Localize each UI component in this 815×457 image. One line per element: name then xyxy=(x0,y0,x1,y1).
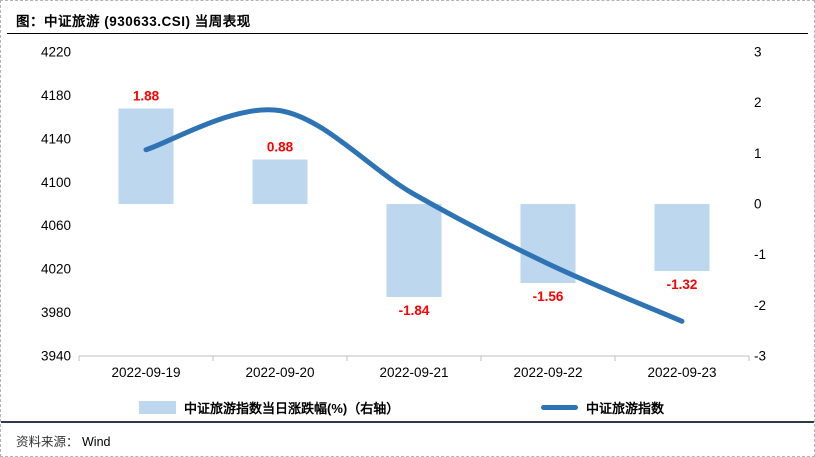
legend-label-bar-series: 中证旅游指数当日涨跌幅(%)（右轴） xyxy=(184,400,400,416)
combo-chart: 1.88 0.88 -1.84 -1.56 -1.32 4220 4180 4140 4100 4… xyxy=(41,45,766,381)
right-axis-tick-label: 2 xyxy=(754,95,762,110)
source-value: Wind xyxy=(82,435,111,449)
right-axis-tick-label: 0 xyxy=(754,197,762,212)
source-row: 资料来源： Wind xyxy=(16,431,110,450)
chart-title: 图：中证旅游 (930633.CSI) 当周表现 xyxy=(16,14,251,29)
bar-2022-09-19 xyxy=(118,108,174,204)
source-label: 资料来源： xyxy=(16,435,79,449)
legend-item-line-series: 中证旅游指数 xyxy=(541,398,664,416)
right-axis-tick-label: 3 xyxy=(754,45,762,60)
source-divider xyxy=(1,421,814,423)
right-axis-tick-label: -1 xyxy=(754,247,766,262)
x-axis-label: 2022-09-19 xyxy=(111,365,180,380)
left-axis-tick-label: 3980 xyxy=(41,305,71,320)
x-axis-label: 2022-09-23 xyxy=(647,365,716,380)
left-axis-tick-label: 4100 xyxy=(41,175,71,190)
index-line xyxy=(143,107,685,324)
left-axis-tick-label: 3940 xyxy=(41,349,71,364)
bar-series-swatch xyxy=(139,400,176,414)
left-axis-tick-label: 4140 xyxy=(41,131,71,146)
bar-data-label: -1.32 xyxy=(667,277,698,292)
bar-data-label: -1.84 xyxy=(399,303,430,318)
bar-2022-09-21 xyxy=(386,204,442,298)
left-axis-tick-label: 4020 xyxy=(41,262,71,277)
left-axis-tick-label: 4060 xyxy=(41,218,71,233)
chart-legend: 中证旅游指数当日涨跌幅(%)（右轴） 中证旅游指数 xyxy=(1,398,814,416)
legend-label-line-series: 中证旅游指数 xyxy=(586,400,665,416)
right-axis-tick-label: -2 xyxy=(754,298,766,313)
bar-data-label: 1.88 xyxy=(133,89,160,104)
right-axis-tick-label: -3 xyxy=(754,349,766,364)
left-axis-tick-label: 4220 xyxy=(41,45,71,60)
legend-item-bar-series: 中证旅游指数当日涨跌幅(%)（右轴） xyxy=(139,398,399,416)
line-series-swatch xyxy=(541,404,578,410)
left-axis-tick-label: 4180 xyxy=(41,88,71,103)
bar-2022-09-23 xyxy=(654,204,710,271)
x-axis-label: 2022-09-21 xyxy=(379,365,448,380)
bar-2022-09-20 xyxy=(252,159,308,204)
title-divider xyxy=(7,33,808,34)
bar-data-label: 0.88 xyxy=(267,139,294,154)
right-axis-tick-label: 1 xyxy=(754,146,762,161)
bar-data-label: -1.56 xyxy=(533,289,564,304)
x-axis-label: 2022-09-22 xyxy=(513,365,582,380)
x-axis-label: 2022-09-20 xyxy=(245,365,314,380)
